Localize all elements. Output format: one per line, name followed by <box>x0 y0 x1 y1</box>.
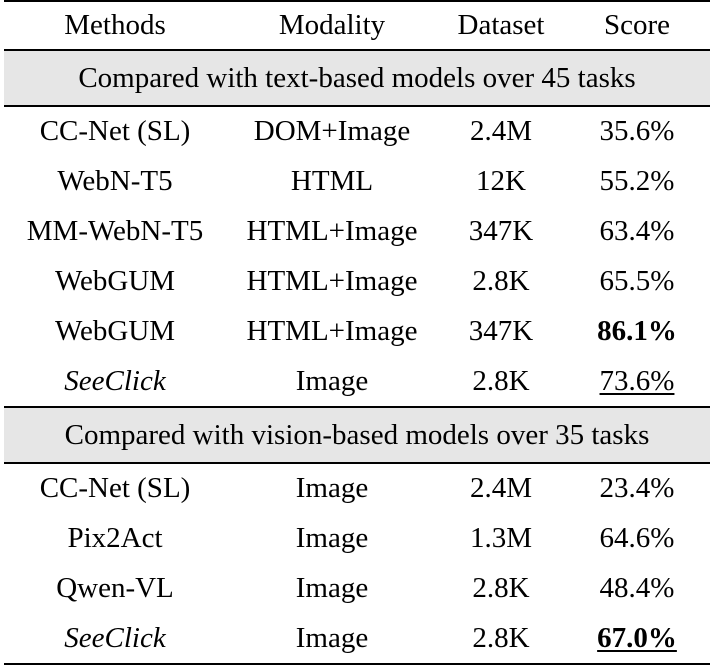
header-dataset: Dataset <box>457 9 545 41</box>
section-header-text-based: Compared with text-based models over 45 … <box>4 49 710 107</box>
table-row: CC-Net (SL) DOM+Image 2.4M 35.6% <box>4 106 710 156</box>
cell-method: CC-Net (SL) <box>39 115 191 148</box>
cell-score: 65.5% <box>599 265 675 298</box>
results-table: Methods Modality Dataset Score Compared … <box>4 0 710 665</box>
cell-method: WebN-T5 <box>57 164 173 197</box>
score-underlined: 73.6% <box>599 365 675 398</box>
cell-modality: HTML <box>290 164 374 197</box>
cell-score: 64.6% <box>599 521 675 554</box>
cell-method: SeeClick <box>64 365 166 398</box>
cell-dataset: 347K <box>468 214 534 247</box>
cell-modality: HTML+Image <box>246 214 418 247</box>
cell-dataset: 2.8K <box>472 621 530 654</box>
table-row: Qwen-VL Image 2.8K 48.4% <box>4 564 710 614</box>
table-row: MM-WebN-T5 HTML+Image 347K 63.4% <box>4 206 710 256</box>
section-title: Compared with text-based models over 45 … <box>4 49 710 107</box>
cell-score-best: 86.1% <box>597 315 677 348</box>
cell-score-best: 67.0% <box>564 614 710 664</box>
cell-dataset: 347K <box>468 315 534 348</box>
table-row: SeeClick Image 2.8K 73.6% <box>4 357 710 407</box>
cell-modality: HTML+Image <box>246 315 418 348</box>
cell-method: Qwen-VL <box>56 572 174 605</box>
cell-modality: Image <box>295 621 369 654</box>
cell-dataset: 2.4M <box>469 115 533 148</box>
header-modality: Modality <box>278 9 386 41</box>
header-score: Score <box>603 9 671 41</box>
table-row: CC-Net (SL) Image 2.4M 23.4% <box>4 463 710 513</box>
table-body: Compared with text-based models over 45 … <box>4 49 710 664</box>
cell-method: Pix2Act <box>67 521 163 554</box>
cell-modality: Image <box>295 472 369 505</box>
cell-score: 35.6% <box>599 115 675 148</box>
cell-dataset: 1.3M <box>469 521 533 554</box>
table-row: WebGUM HTML+Image 347K 86.1% <box>4 307 710 357</box>
cell-dataset: 2.8K <box>472 572 530 605</box>
cell-dataset: 2.8K <box>472 365 530 398</box>
cell-modality: HTML+Image <box>246 265 418 298</box>
cell-score: 55.2% <box>599 164 675 197</box>
table-row: SeeClick Image 2.8K 67.0% <box>4 614 710 664</box>
cell-method: MM-WebN-T5 <box>26 214 204 247</box>
cell-modality: DOM+Image <box>253 115 411 148</box>
cell-method: WebGUM <box>54 265 176 298</box>
cell-modality: Image <box>295 521 369 554</box>
cell-method: SeeClick <box>64 621 166 654</box>
cell-score: 48.4% <box>599 572 675 605</box>
cell-method: CC-Net (SL) <box>39 472 191 505</box>
score-underlined: 67.0% <box>597 621 677 654</box>
cell-score: 23.4% <box>599 472 675 505</box>
section-header-vision-based: Compared with vision-based models over 3… <box>4 406 710 465</box>
cell-score: 63.4% <box>599 214 675 247</box>
section-title: Compared with vision-based models over 3… <box>4 406 710 465</box>
cell-score-second: 73.6% <box>564 357 710 407</box>
cell-dataset: 12K <box>476 164 526 197</box>
cell-method: WebGUM <box>54 315 176 348</box>
table-row: Pix2Act Image 1.3M 64.6% <box>4 513 710 563</box>
cell-dataset: 2.4M <box>469 472 533 505</box>
table-row: WebGUM HTML+Image 2.8K 65.5% <box>4 257 710 307</box>
cell-modality: Image <box>295 365 369 398</box>
cell-dataset: 2.8K <box>472 265 530 298</box>
cell-modality: Image <box>295 572 369 605</box>
header-row: Methods Modality Dataset Score <box>4 1 710 50</box>
header-methods: Methods <box>64 9 166 41</box>
table-row: WebN-T5 HTML 12K 55.2% <box>4 156 710 206</box>
